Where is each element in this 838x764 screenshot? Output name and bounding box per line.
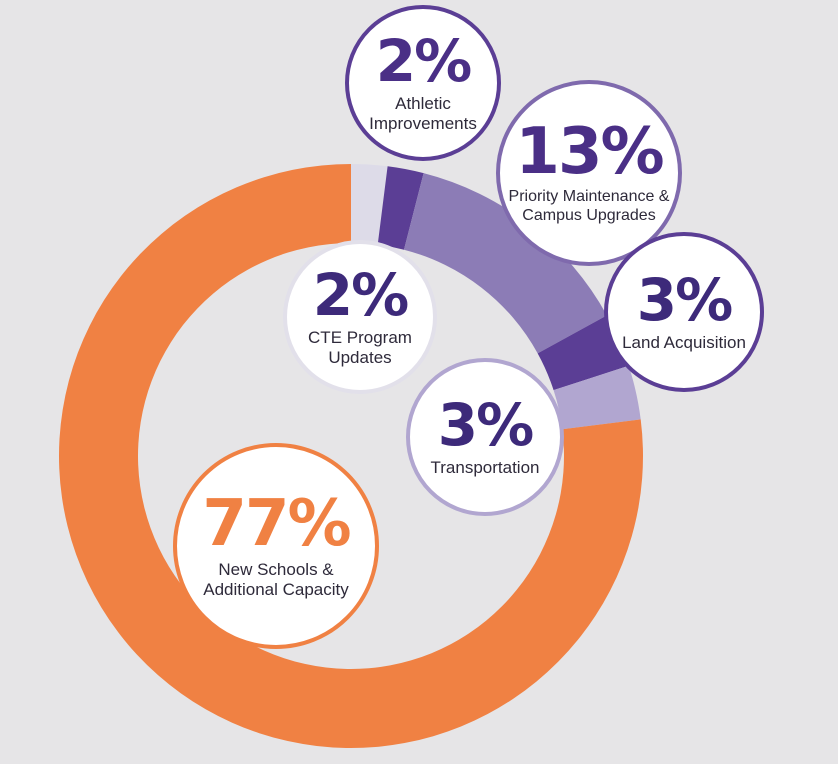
data-label-new-schools-text: New Schools & Additional Capacity — [203, 560, 349, 600]
data-label-new-schools-pct: 77% — [202, 486, 351, 561]
label-line: Additional Capacity — [203, 580, 349, 599]
donut-slice-land-acquisition — [537, 315, 629, 391]
label-line: Improvements — [369, 114, 477, 133]
label-line: Land Acquisition — [622, 332, 746, 352]
label-land-acquisition: 3% Land Acquisition — [604, 232, 764, 392]
label-line: New Schools & — [218, 559, 334, 579]
donut-slice-transportation — [553, 365, 641, 430]
data-label-priority-pct: 13% — [515, 115, 664, 190]
data-label-land-text: Land Acquisition — [622, 333, 746, 353]
data-label-athletic-text: Athletic Improvements — [369, 94, 477, 134]
label-line: CTE Program — [308, 327, 412, 347]
label-line: Updates — [328, 348, 392, 367]
label-new-schools: 77% New Schools & Additional Capacity — [173, 443, 379, 649]
label-line: Transportation — [430, 457, 540, 477]
data-label-transportation-text: Transportation — [431, 458, 540, 478]
data-label-priority-text: Priority Maintenance & Campus Upgrades — [509, 188, 670, 226]
data-label-cte-pct: 2% — [312, 260, 409, 329]
label-priority-maintenance: 13% Priority Maintenance & Campus Upgrad… — [496, 80, 682, 266]
label-line: Campus Upgrades — [522, 207, 656, 224]
data-label-land-pct: 3% — [636, 265, 733, 334]
data-label-cte-text: CTE Program Updates — [308, 328, 412, 368]
label-athletic-improvements: 2% Athletic Improvements — [345, 5, 501, 161]
label-line: Priority Maintenance & — [508, 188, 670, 206]
label-transportation: 3% Transportation — [406, 358, 564, 516]
donut-slice-priority-maintenance-campus-upgrades — [403, 173, 607, 354]
donut-slice-athletic-improvements — [377, 166, 424, 250]
data-label-transportation-pct: 3% — [437, 390, 534, 459]
donut-slice-cte-program-updates — [351, 164, 388, 245]
label-cte-program: 2% CTE Program Updates — [283, 240, 437, 394]
label-line: Athletic — [395, 93, 451, 113]
data-label-athletic-pct: 2% — [375, 26, 472, 95]
